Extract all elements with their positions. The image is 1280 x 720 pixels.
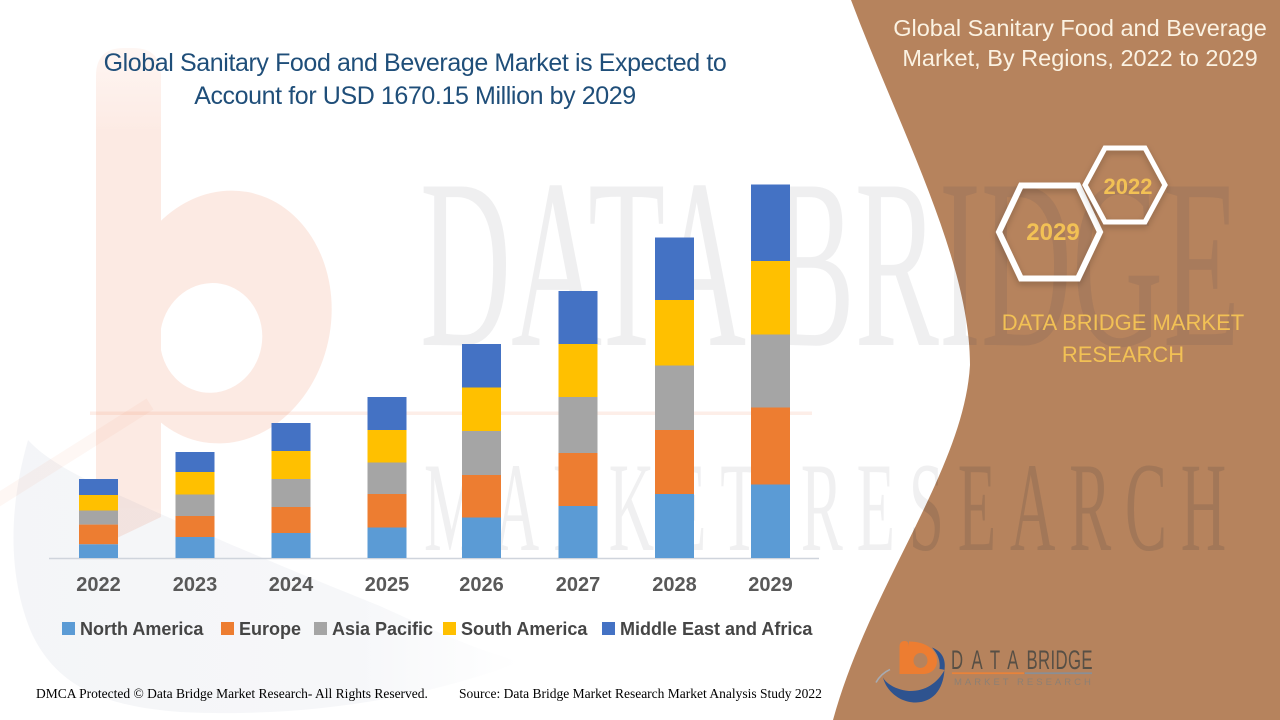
svg-text:DATA BRIDGE: DATA BRIDGE — [420, 131, 1240, 399]
svg-text:MARKET RESEARCH: MARKET RESEARCH — [954, 677, 1094, 688]
svg-text:MARKET RESEARCH: MARKET RESEARCH — [424, 438, 1240, 578]
svg-text:DATA: DATA — [951, 645, 1027, 675]
svg-text:BRIDGE: BRIDGE — [1027, 645, 1093, 675]
